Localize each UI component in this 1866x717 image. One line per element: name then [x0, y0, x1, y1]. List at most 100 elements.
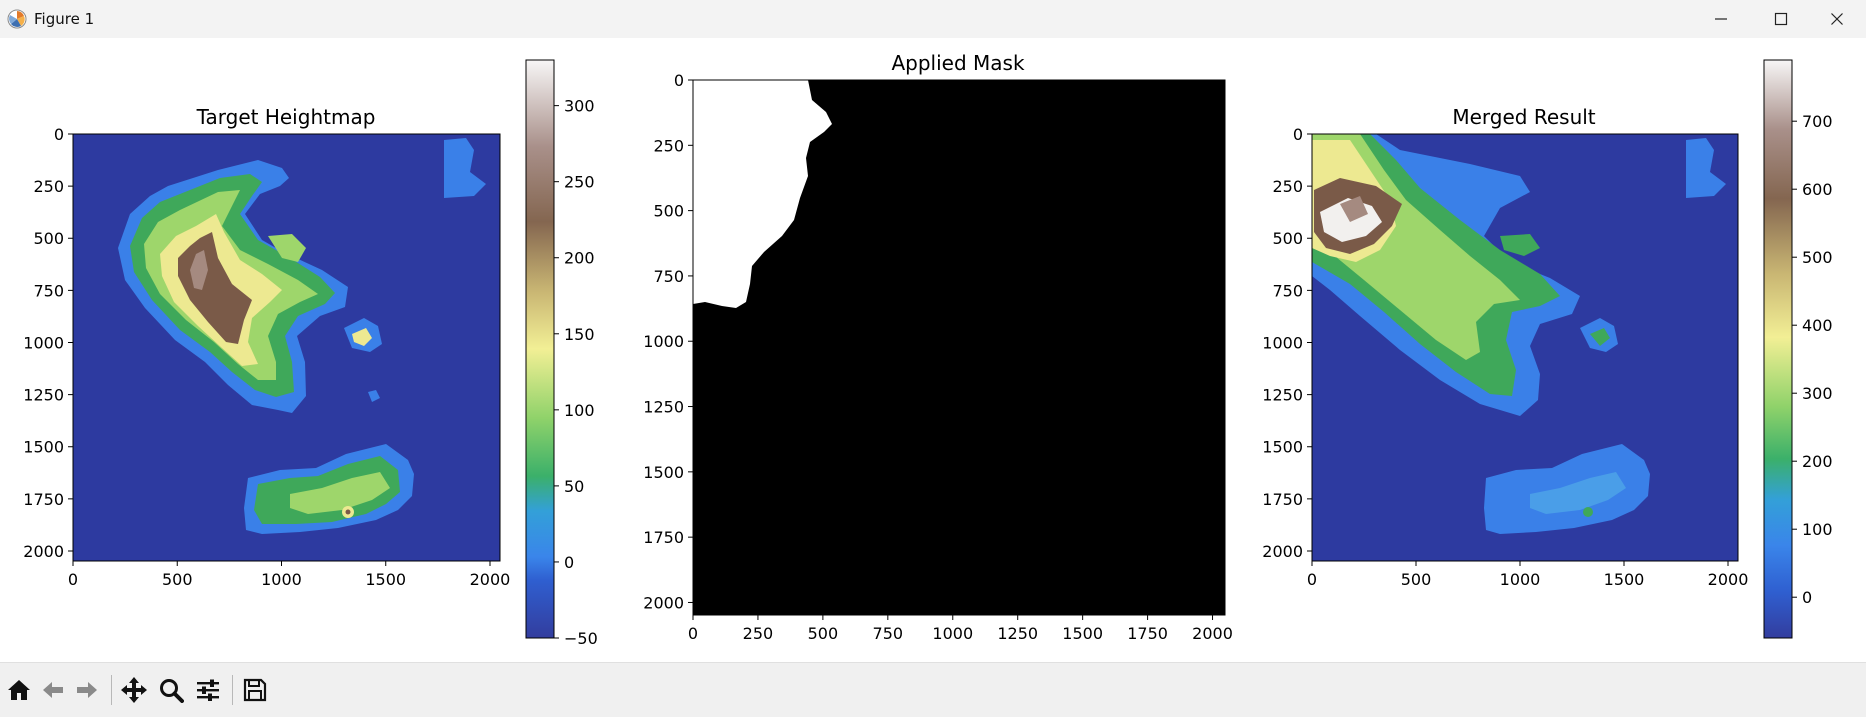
x-tick-label: 1250 [997, 624, 1038, 643]
y-tick-label: 500 [33, 229, 64, 248]
close-button[interactable] [1814, 0, 1860, 38]
y-tick-label: 1250 [643, 398, 684, 417]
y-tick-label: 250 [653, 136, 684, 155]
panel-applied-mask: Applied Mask 0 250 500 750 1000 1250 1500 1750 2… [643, 51, 1233, 643]
y-tick-label: 1250 [23, 386, 64, 405]
figure-canvas: Target Heightmap [0, 38, 1866, 662]
window-titlebar: Figure 1 [0, 0, 1866, 39]
colorbar-tick-label: 250 [564, 173, 595, 192]
colorbar-tick-label: 100 [1802, 520, 1833, 539]
colorbar-target [525, 59, 555, 639]
matplotlib-app-icon [7, 9, 27, 29]
minimize-button[interactable] [1698, 0, 1744, 38]
back-icon [43, 682, 63, 698]
x-tick-label: 1000 [261, 570, 302, 589]
x-tick-label: 2000 [470, 570, 511, 589]
axes-frame-merged [1311, 133, 1739, 562]
x-tick-label: 1500 [365, 570, 406, 589]
maximize-button[interactable] [1758, 0, 1804, 38]
x-tick-label: 250 [743, 624, 774, 643]
merged-result-image [1312, 134, 1738, 561]
x-tick-label: 1000 [1500, 570, 1541, 589]
x-tick-label: 0 [68, 570, 78, 589]
home-icon [8, 680, 30, 700]
x-tick-label: 2000 [1708, 570, 1749, 589]
axes-ticks-merged: 0 500 1000 1500 2000025050075010001250150017… [1262, 125, 1748, 589]
panel-title-mask: Applied Mask [891, 51, 1024, 75]
y-tick-label: 500 [1272, 229, 1303, 248]
save-icon [243, 678, 267, 702]
x-tick-label: 750 [873, 624, 904, 643]
x-tick-label: 1750 [1127, 624, 1168, 643]
x-tick-label: 0 [688, 624, 698, 643]
x-tick-label: 500 [162, 570, 193, 589]
colorbar-ticks-target: −50 0 50 100 150 200 250 300 [554, 97, 598, 648]
y-tick-label: 750 [653, 267, 684, 286]
colorbar-merged [1763, 59, 1793, 639]
colorbar-tick-label: 50 [564, 477, 584, 496]
x-tick-label: 0 [1307, 570, 1317, 589]
x-tick-label: 500 [1401, 570, 1432, 589]
x-tick-label: 500 [808, 624, 839, 643]
axes-frame-mask [692, 79, 1226, 616]
toolbar-separator [232, 675, 233, 705]
colorbar-tick-label: 0 [564, 553, 574, 572]
y-tick-label: 250 [33, 177, 64, 196]
navigation-toolbar [0, 662, 1866, 717]
axes-frame-target [72, 133, 501, 562]
colorbar-tick-label: 400 [1802, 316, 1833, 335]
y-tick-label: 1000 [23, 333, 64, 352]
y-tick-label: 1500 [1262, 438, 1303, 457]
colorbar-tick-label: 0 [1802, 588, 1812, 607]
y-tick-label: 250 [1272, 177, 1303, 196]
y-tick-label: 1500 [643, 463, 684, 482]
x-tick-label: 1000 [932, 624, 973, 643]
back-button[interactable] [38, 675, 68, 705]
colorbar-tick-label: 150 [564, 325, 595, 344]
y-tick-label: 0 [54, 125, 64, 144]
y-tick-label: 500 [653, 202, 684, 221]
y-tick-label: 1750 [23, 490, 64, 509]
forward-button[interactable] [72, 675, 102, 705]
target-heightmap-image [73, 134, 500, 561]
colorbar-tick-label: 300 [564, 97, 595, 116]
colorbar-tick-label: 500 [1802, 248, 1833, 267]
y-tick-label: 750 [33, 281, 64, 300]
x-tick-label: 2000 [1192, 624, 1233, 643]
colorbar-tick-label: 700 [1802, 112, 1833, 131]
applied-mask-image [693, 80, 1225, 615]
home-button[interactable] [4, 675, 34, 705]
colorbar-tick-label: 300 [1802, 384, 1833, 403]
axes-ticks-target: 0 500 1000 1500 2000025050075010001250150017… [23, 125, 510, 589]
save-figure-button[interactable] [240, 675, 270, 705]
axes-ticks-mask: 0 250 500 750 1000 1250 1500 1750 20000250500750… [643, 71, 1233, 643]
y-tick-label: 0 [1293, 125, 1303, 144]
colorbar-tick-label: 600 [1802, 180, 1833, 199]
y-tick-label: 2000 [643, 593, 684, 612]
y-tick-label: 2000 [23, 542, 64, 561]
close-icon [1831, 13, 1843, 25]
x-tick-label: 1500 [1062, 624, 1103, 643]
y-tick-label: 0 [674, 71, 684, 90]
y-tick-label: 1250 [1262, 386, 1303, 405]
colorbar-tick-label: 200 [1802, 452, 1833, 471]
x-tick-label: 1500 [1604, 570, 1645, 589]
zoom-button[interactable] [156, 675, 186, 705]
colorbar-ticks-merged: 0 100 200 300 400 500 600 700 [1792, 112, 1833, 607]
configure-subplots-button[interactable] [193, 675, 223, 705]
y-tick-label: 1500 [23, 438, 64, 457]
colorbar-tick-label: −50 [564, 629, 598, 648]
figure-svg: Target Heightmap [23, 51, 1833, 648]
y-tick-label: 1750 [643, 528, 684, 547]
panel-title-merged: Merged Result [1452, 105, 1595, 129]
panel-target-heightmap: Target Heightmap [23, 59, 598, 648]
y-tick-label: 1000 [643, 332, 684, 351]
colorbar-tick-label: 200 [564, 249, 595, 268]
toolbar-separator [111, 675, 112, 705]
panel-title-target: Target Heightmap [196, 105, 376, 129]
minimize-icon [1715, 18, 1727, 20]
pan-button[interactable] [119, 675, 149, 705]
pan-icon [121, 677, 147, 703]
configure-icon [197, 679, 219, 701]
y-tick-label: 1750 [1262, 490, 1303, 509]
